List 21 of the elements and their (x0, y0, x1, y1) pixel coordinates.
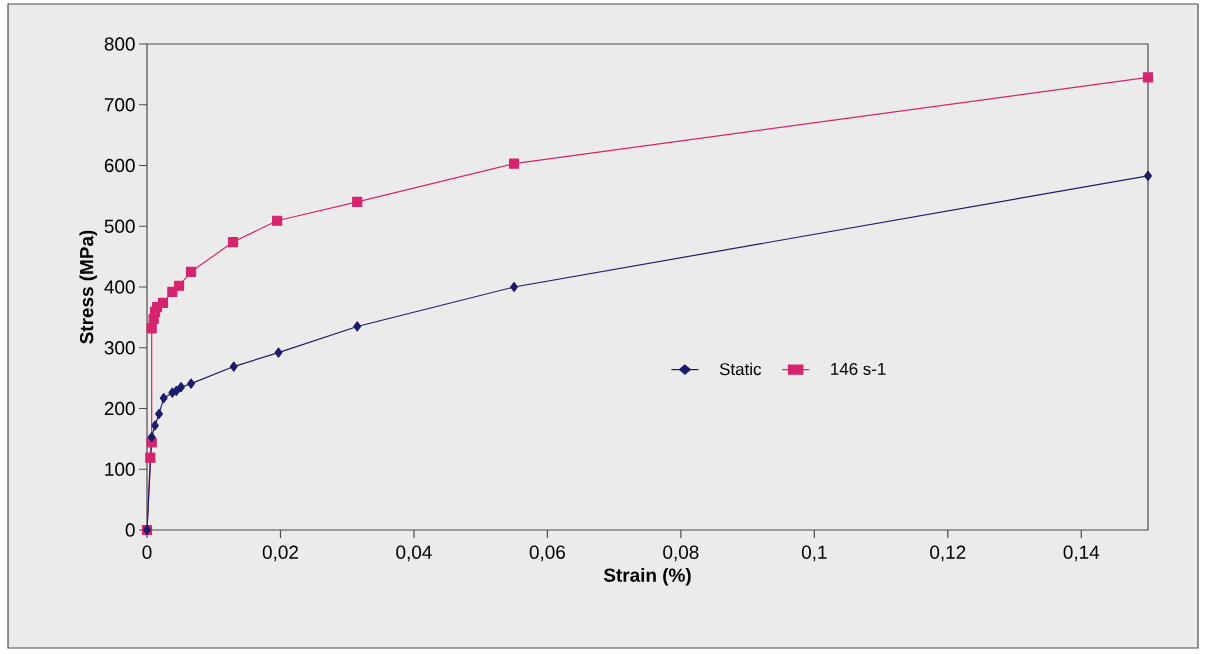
y-axis-title: Stress (MPa) (79, 230, 98, 344)
x-tick-label: 0,1 (801, 545, 827, 562)
y-tick-label: 800 (104, 37, 135, 51)
y-tick-label: 500 (104, 219, 135, 233)
y-tick-label: 300 (104, 341, 135, 355)
x-tick-label: 0,12 (930, 545, 966, 562)
x-axis-title: Strain (%) (603, 567, 691, 586)
y-tick-label: 100 (105, 462, 135, 476)
x-tick-label: 0,14 (1063, 545, 1100, 562)
y-tick-label: 200 (104, 401, 135, 416)
y-tick-label: 0 (125, 523, 135, 537)
y-tick-label: 400 (104, 280, 135, 294)
x-tick-label: 0 (142, 545, 152, 559)
x-tick-label: 0,04 (396, 545, 432, 562)
x-tick-label: 0,06 (529, 545, 565, 562)
x-tick-label: 0,02 (262, 545, 298, 562)
legend-label: 146 s-1 (831, 362, 886, 375)
y-tick-label: 600 (104, 158, 135, 173)
x-tick-label: 0,08 (663, 545, 699, 562)
y-tick-label: 700 (104, 98, 135, 112)
legend-label: Static (719, 362, 762, 376)
